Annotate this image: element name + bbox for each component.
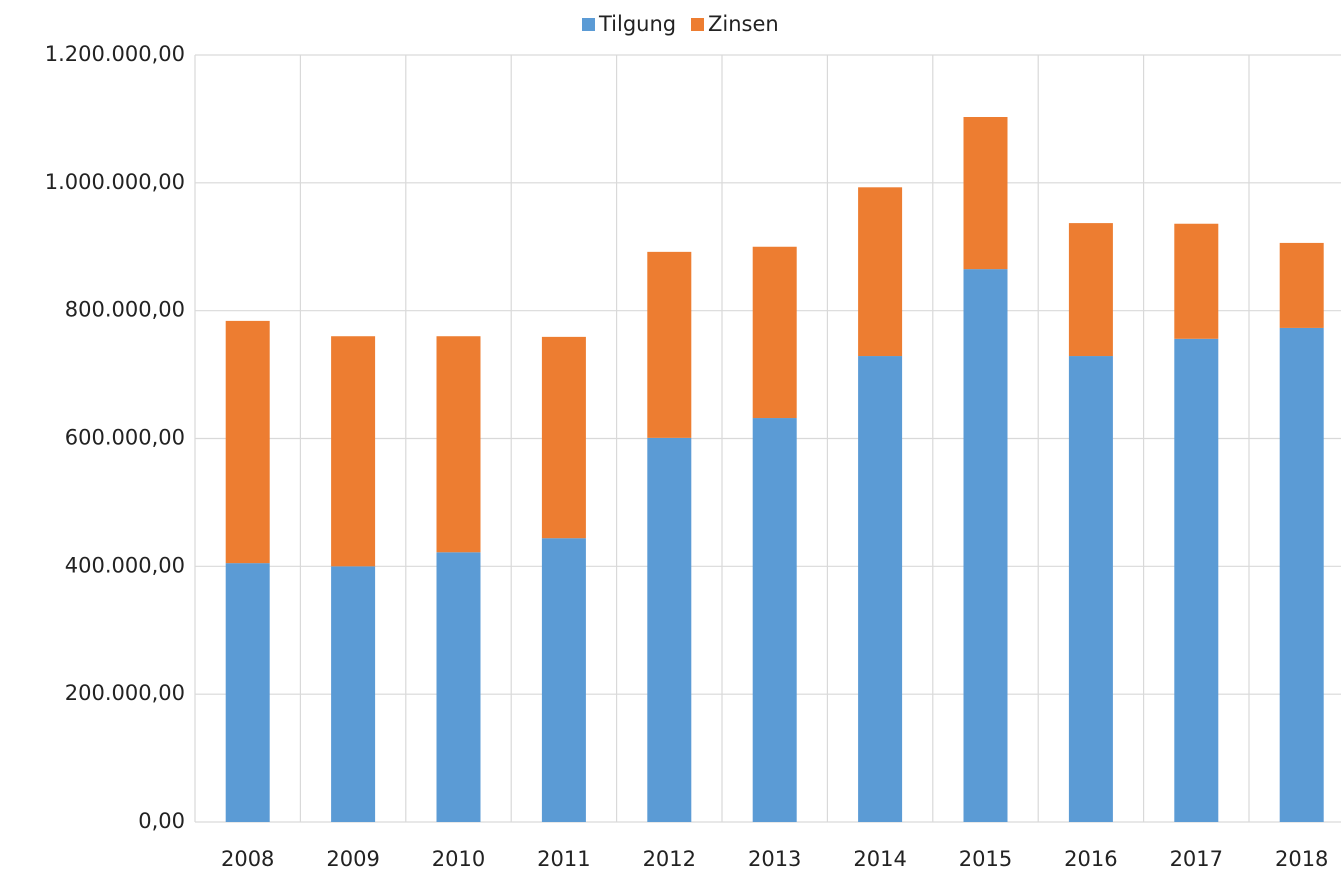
y-tick-label: 1.000.000,00 — [45, 170, 185, 194]
x-tick-label: 2012 — [643, 847, 696, 871]
bar-segment — [647, 251, 692, 438]
bar-segment — [225, 563, 270, 822]
bar-segment — [331, 336, 376, 567]
y-tick-label: 600.000,00 — [65, 426, 185, 450]
x-tick-label: 2008 — [221, 847, 274, 871]
bar-segment — [1279, 327, 1324, 822]
x-tick-label: 2017 — [1170, 847, 1223, 871]
bar-segment — [752, 246, 797, 419]
bar-segment — [647, 437, 692, 822]
legend-swatch — [582, 18, 595, 31]
bar-segment — [1174, 223, 1219, 339]
x-tick-label: 2018 — [1275, 847, 1328, 871]
y-tick-label: 0,00 — [138, 809, 185, 833]
x-tick-label: 2010 — [432, 847, 485, 871]
bar-segment — [436, 336, 481, 553]
bar-segment — [541, 538, 586, 822]
bar-segment — [541, 336, 586, 539]
x-tick-label: 2013 — [748, 847, 801, 871]
y-tick-label: 1.200.000,00 — [45, 42, 185, 66]
bar-segment — [1174, 338, 1219, 822]
x-tick-label: 2014 — [853, 847, 906, 871]
bar-segment — [331, 566, 376, 822]
bar-segment — [963, 116, 1008, 270]
legend-label: Tilgung — [598, 12, 676, 36]
bar-segment — [1279, 242, 1324, 328]
x-tick-label: 2011 — [537, 847, 590, 871]
bar-segment — [858, 187, 903, 357]
bar-segment — [752, 418, 797, 822]
bar-segment — [963, 269, 1008, 822]
bar-segment — [225, 320, 270, 564]
legend-swatch — [691, 18, 704, 31]
x-tick-label: 2015 — [959, 847, 1012, 871]
bar-segment — [436, 552, 481, 822]
y-tick-label: 400.000,00 — [65, 553, 185, 577]
bar-segment — [1068, 223, 1113, 357]
y-tick-label: 200.000,00 — [65, 681, 185, 705]
x-tick-label: 2016 — [1064, 847, 1117, 871]
y-tick-label: 800.000,00 — [65, 298, 185, 322]
bar-segment — [1068, 356, 1113, 822]
x-tick-label: 2009 — [326, 847, 379, 871]
bar-segment — [858, 356, 903, 822]
legend-label: Zinsen — [708, 12, 779, 36]
